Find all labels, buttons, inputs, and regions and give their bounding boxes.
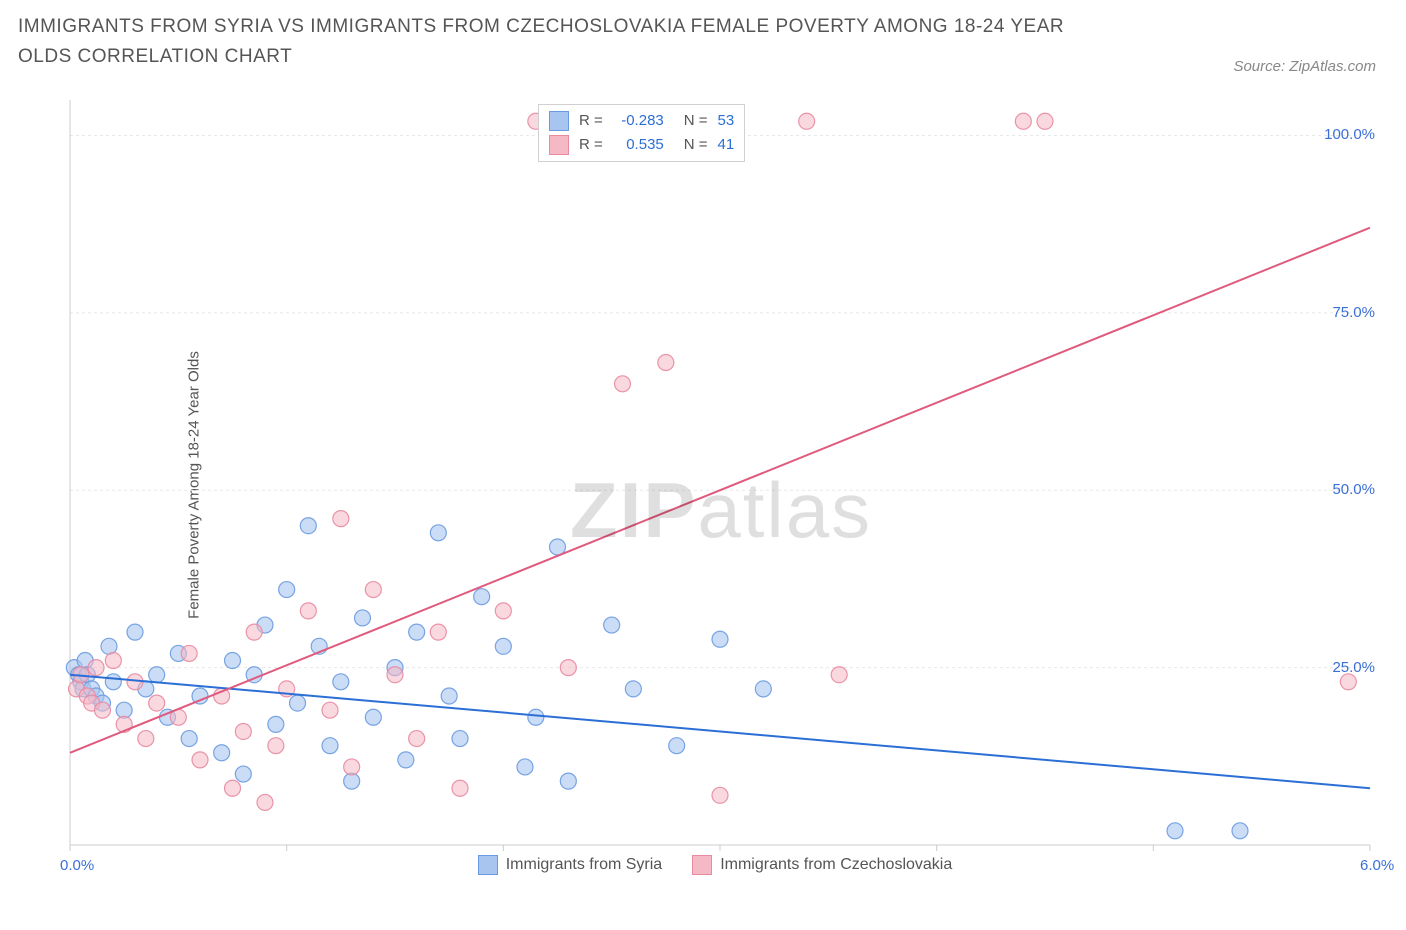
y-tick-label: 75.0%	[1332, 304, 1375, 321]
n-label: N =	[684, 133, 708, 157]
source-attribution: Source: ZipAtlas.com	[1233, 58, 1376, 75]
legend-item: Immigrants from Syria	[478, 855, 662, 875]
n-value: 41	[718, 133, 735, 157]
legend-label: Immigrants from Syria	[506, 856, 662, 874]
y-tick-label: 100.0%	[1324, 126, 1375, 143]
legend-label: Immigrants from Czechoslovakia	[720, 856, 952, 874]
r-value: 0.535	[609, 133, 664, 157]
r-label: R =	[579, 109, 603, 133]
r-value: -0.283	[609, 109, 664, 133]
y-tick-label: 25.0%	[1332, 659, 1375, 676]
y-tick-label: 50.0%	[1332, 481, 1375, 498]
n-value: 53	[718, 109, 735, 133]
scatter-plot	[50, 95, 1380, 875]
correlation-legend: R =-0.283 N = 53 R =0.535 N = 41	[538, 104, 745, 162]
r-label: R =	[579, 133, 603, 157]
legend-swatch	[478, 855, 498, 875]
n-label: N =	[684, 109, 708, 133]
legend-swatch	[549, 135, 569, 155]
legend-stat-row: R =0.535 N = 41	[549, 133, 734, 157]
series-legend: Immigrants from Syria Immigrants from Cze…	[50, 855, 1380, 875]
correlation-chart: Female Poverty Among 18-24 Year Olds ZIP…	[50, 95, 1380, 875]
chart-title: IMMIGRANTS FROM SYRIA VS IMMIGRANTS FROM…	[18, 12, 1118, 73]
legend-swatch	[692, 855, 712, 875]
legend-item: Immigrants from Czechoslovakia	[692, 855, 952, 875]
legend-swatch	[549, 111, 569, 131]
legend-stat-row: R =-0.283 N = 53	[549, 109, 734, 133]
